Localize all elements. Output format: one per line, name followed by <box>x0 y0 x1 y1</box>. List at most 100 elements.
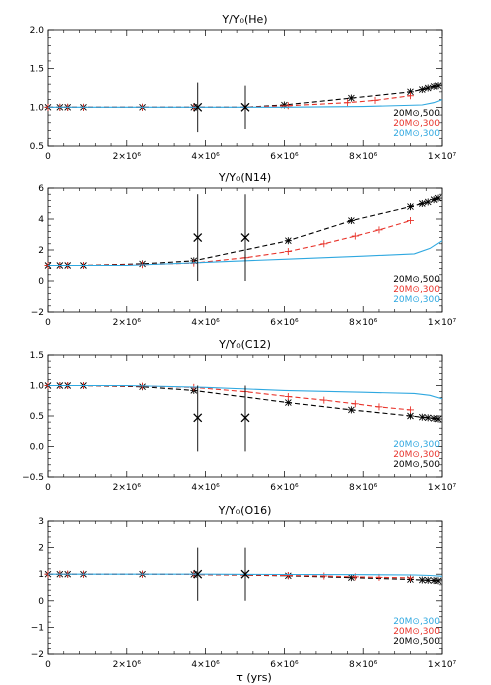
plot-frame <box>47 29 443 147</box>
x-tick-label: 0 <box>45 152 51 162</box>
series-point-1 <box>284 237 292 245</box>
panel-title: Y/Y₀(He) <box>221 13 267 26</box>
x-tick-label: 0 <box>45 660 51 670</box>
series-point-1 <box>434 577 442 585</box>
series-point-1 <box>347 406 355 414</box>
observation-point <box>240 85 250 129</box>
x-tick-label: 4×10⁶ <box>191 660 220 670</box>
series-point-1 <box>424 576 432 584</box>
x-tick-label: 2×10⁶ <box>113 483 142 493</box>
panel-title: Y/Y₀(N14) <box>218 171 271 184</box>
legend-entry: 20M⊙,500 <box>393 275 440 285</box>
series-line-1 <box>48 85 439 108</box>
y-tick-label: 1.0 <box>30 382 45 392</box>
legend-entry: 20M⊙,300 <box>393 450 440 460</box>
series-point-1 <box>406 412 414 420</box>
panel-title: Y/Y₀(C12) <box>218 338 271 351</box>
series-point-2 <box>284 102 292 110</box>
series-point-2 <box>351 400 359 408</box>
observation-marker <box>193 102 203 112</box>
x-tick-label: 8×10⁶ <box>349 152 378 162</box>
observation-marker <box>240 102 250 112</box>
x-tick-label: 1×10⁷ <box>428 483 457 493</box>
y-tick-label: −2 <box>31 308 44 318</box>
observation-marker <box>240 413 250 423</box>
series-point-1 <box>430 82 438 90</box>
panel-title: Y/Y₀(O16) <box>218 504 272 517</box>
y-tick-label: 2 <box>38 544 44 554</box>
x-tick-label: 2×10⁶ <box>113 318 142 328</box>
y-tick-label: 0 <box>38 597 44 607</box>
x-tick-label: 1×10⁷ <box>428 318 457 328</box>
series-line-3 <box>48 384 443 400</box>
x-tick-label: 4×10⁶ <box>191 152 220 162</box>
y-tick-label: 1 <box>38 570 44 580</box>
observation-point <box>240 385 250 452</box>
y-tick-label: −0.5 <box>22 473 44 483</box>
y-tick-label: 3 <box>38 517 44 527</box>
observation-point <box>193 194 203 281</box>
y-tick-label: 0.5 <box>30 412 44 422</box>
y-tick-label: 2 <box>38 246 44 256</box>
panel-3: Y/Y₀(C12) 0 2×10⁶ 4×10⁶ 6×10⁶ 8×10⁶ 1×10⁷ −0.5 0… <box>22 338 456 493</box>
series-point-1 <box>424 84 432 92</box>
series-point-2 <box>371 96 379 104</box>
series-line-2 <box>48 220 411 267</box>
series-point-1 <box>434 194 442 202</box>
series-point-1 <box>418 413 426 421</box>
series-point-1 <box>406 203 414 211</box>
y-tick-label: 0.0 <box>30 443 45 453</box>
series-point-1 <box>347 217 355 225</box>
y-tick-label: 2.0 <box>30 26 45 36</box>
series-point-1 <box>347 574 355 582</box>
observation-marker <box>240 569 250 579</box>
series-line-2 <box>48 384 411 411</box>
series-point-1 <box>418 576 426 584</box>
series-point-2 <box>406 217 414 225</box>
series-point-2 <box>284 572 292 580</box>
x-tick-label: 0 <box>45 483 51 493</box>
legend-entry: 20M⊙,500 <box>393 109 440 119</box>
x-tick-label: 1×10⁷ <box>428 152 457 162</box>
x-tick-label: 0 <box>45 318 51 328</box>
series-point-1 <box>424 198 432 206</box>
panel-1: Y/Y₀(He) 0 2×10⁶ 4×10⁶ 6×10⁶ 8×10⁶ 1×10⁷ 0.5 1.0… <box>30 13 457 162</box>
x-tick-label: 6×10⁶ <box>270 660 299 670</box>
legend-entry: 20M⊙,500 <box>393 460 440 470</box>
x-tick-label: 2×10⁶ <box>113 152 142 162</box>
legend-entry: 20M⊙,500 <box>393 637 440 647</box>
y-tick-label: 0.5 <box>30 142 44 152</box>
x-tick-label: 8×10⁶ <box>349 318 378 328</box>
y-tick-label: 1.5 <box>30 65 44 75</box>
panel-2: Y/Y₀(N14)0 2×10⁶ 4×10⁶ 6×10⁶ 8×10⁶ 1×10⁷−2024… <box>31 171 457 328</box>
series-point-1 <box>284 399 292 407</box>
series-point-1 <box>434 82 442 90</box>
x-tick-label: 8×10⁶ <box>349 483 378 493</box>
x-tick-label: 4×10⁶ <box>191 318 220 328</box>
series-point-2 <box>351 232 359 240</box>
panels: Y/Y₀(He) 0 2×10⁶ 4×10⁶ 6×10⁶ 8×10⁶ 1×10⁷ 0.5 1.0… <box>22 13 456 670</box>
observation-point <box>193 385 203 452</box>
x-tick-label: 6×10⁶ <box>270 152 299 162</box>
series-line-1 <box>48 384 439 420</box>
y-tick-label: 1.5 <box>30 351 44 361</box>
series-line-3 <box>48 240 443 267</box>
y-tick-label: −2 <box>31 650 44 660</box>
series-point-1 <box>418 200 426 207</box>
series-point-1 <box>418 86 426 94</box>
series-point-2 <box>406 574 414 582</box>
legend-entry: 20M⊙,300 <box>393 627 440 637</box>
series-point-2 <box>320 240 328 248</box>
series-point-2 <box>284 248 292 256</box>
y-tick-label: 4 <box>38 215 44 225</box>
series-point-2 <box>375 226 383 234</box>
series-point-2 <box>343 99 351 107</box>
observation-marker <box>193 569 203 579</box>
panel-4: Y/Y₀(O16) 0 2×10⁶ 4×10⁶ 6×10⁶ 8×10⁶ 1×10⁷ −2 −1 0… <box>31 504 457 670</box>
legend-entry: 20M⊙,300 <box>393 617 440 627</box>
observation-point <box>193 82 203 133</box>
x-tick-label: 8×10⁶ <box>349 660 378 670</box>
series-point-2 <box>406 406 414 414</box>
legend-entry: 20M⊙,300 <box>393 295 440 305</box>
